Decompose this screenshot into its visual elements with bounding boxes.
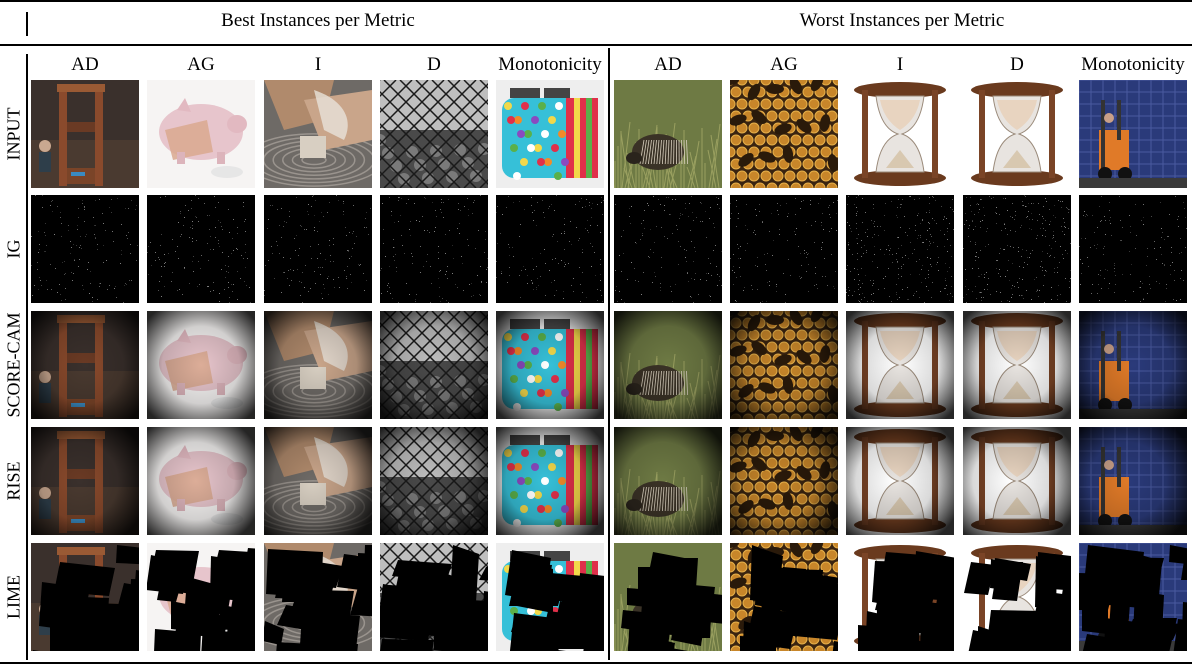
input-image-best-d-chain-link-fence xyxy=(380,80,488,188)
rise-image-worst-ag-honeycomb-bees xyxy=(730,427,838,535)
score-cam-image-best-i-pottery-wheel xyxy=(264,311,372,419)
ig-image-worst-ag-honeycomb-bees xyxy=(730,195,838,303)
score-cam-image-best-d-chain-link-fence xyxy=(380,311,488,419)
rise-image-worst-monotonicity-forklift xyxy=(1079,427,1187,535)
input-image-best-i-pottery-wheel xyxy=(264,80,372,188)
lime-image-worst-i-hourglass xyxy=(846,543,954,651)
row-label-rise: RISE xyxy=(4,461,25,500)
rise-image-best-ag-piggy-bank xyxy=(147,427,255,535)
input-image-worst-d-hourglass xyxy=(963,80,1071,188)
column-header-best-ag: AG xyxy=(142,54,260,76)
ig-image-best-ag-piggy-bank xyxy=(147,195,255,303)
column-header-worst-i: I xyxy=(841,54,959,76)
left-vline xyxy=(26,54,28,660)
column-header-best-ad: AD xyxy=(26,54,144,76)
rise-image-worst-i-hourglass xyxy=(846,427,954,535)
row-label-input: INPUT xyxy=(4,108,25,161)
worst-header: Worst Instances per Metric xyxy=(612,10,1192,32)
input-image-best-ag-piggy-bank xyxy=(147,80,255,188)
lime-image-best-i-pottery-wheel xyxy=(264,543,372,651)
score-cam-image-best-ad-guillotine xyxy=(31,311,139,419)
column-header-best-monotonicity: Monotonicity xyxy=(491,54,609,76)
top-rule xyxy=(0,0,1192,2)
row-label-score-cam: SCORE-CAM xyxy=(4,312,25,417)
input-image-best-ad-guillotine xyxy=(31,80,139,188)
score-cam-image-worst-i-hourglass xyxy=(846,311,954,419)
ig-image-worst-monotonicity-forklift xyxy=(1079,195,1187,303)
lime-image-best-ad-guillotine xyxy=(31,543,139,651)
ig-image-worst-d-hourglass xyxy=(963,195,1071,303)
score-cam-image-worst-monotonicity-forklift xyxy=(1079,311,1187,419)
score-cam-image-best-ag-piggy-bank xyxy=(147,311,255,419)
column-header-worst-ag: AG xyxy=(725,54,843,76)
score-cam-image-worst-ag-honeycomb-bees xyxy=(730,311,838,419)
rise-image-best-monotonicity-toaster xyxy=(496,427,604,535)
lime-image-best-d-chain-link-fence xyxy=(380,543,488,651)
input-image-worst-ad-echidna xyxy=(614,80,722,188)
left-vline-top xyxy=(26,12,28,36)
column-header-worst-ad: AD xyxy=(609,54,727,76)
lime-image-worst-d-hourglass xyxy=(963,543,1071,651)
lime-image-best-ag-piggy-bank xyxy=(147,543,255,651)
rise-image-best-d-chain-link-fence xyxy=(380,427,488,535)
ig-image-best-monotonicity-toaster xyxy=(496,195,604,303)
column-header-best-d: D xyxy=(375,54,493,76)
score-cam-image-worst-ad-echidna xyxy=(614,311,722,419)
column-header-worst-d: D xyxy=(958,54,1076,76)
middle-vline xyxy=(608,48,610,660)
lime-image-best-monotonicity-toaster xyxy=(496,543,604,651)
score-cam-image-best-monotonicity-toaster xyxy=(496,311,604,419)
ig-image-best-i-pottery-wheel xyxy=(264,195,372,303)
best-header: Best Instances per Metric xyxy=(30,10,606,32)
lime-image-worst-monotonicity-forklift xyxy=(1079,543,1187,651)
ig-image-worst-ad-echidna xyxy=(614,195,722,303)
input-image-best-monotonicity-toaster xyxy=(496,80,604,188)
rise-image-best-i-pottery-wheel xyxy=(264,427,372,535)
rise-image-worst-d-hourglass xyxy=(963,427,1071,535)
score-cam-image-worst-d-hourglass xyxy=(963,311,1071,419)
row-label-ig: IG xyxy=(4,240,25,259)
ig-image-best-d-chain-link-fence xyxy=(380,195,488,303)
column-header-worst-monotonicity: Monotonicity xyxy=(1074,54,1192,76)
input-image-worst-i-hourglass xyxy=(846,80,954,188)
ig-image-worst-i-hourglass xyxy=(846,195,954,303)
lime-image-worst-ad-echidna xyxy=(614,543,722,651)
input-image-worst-monotonicity-forklift xyxy=(1079,80,1187,188)
ig-image-best-ad-guillotine xyxy=(31,195,139,303)
header-rule xyxy=(0,44,1192,46)
lime-image-worst-ag-honeycomb-bees xyxy=(730,543,838,651)
input-image-worst-ag-honeycomb-bees xyxy=(730,80,838,188)
rise-image-best-ad-guillotine xyxy=(31,427,139,535)
row-label-lime: LIME xyxy=(4,575,25,619)
column-header-best-i: I xyxy=(259,54,377,76)
bottom-rule xyxy=(0,662,1192,664)
rise-image-worst-ad-echidna xyxy=(614,427,722,535)
